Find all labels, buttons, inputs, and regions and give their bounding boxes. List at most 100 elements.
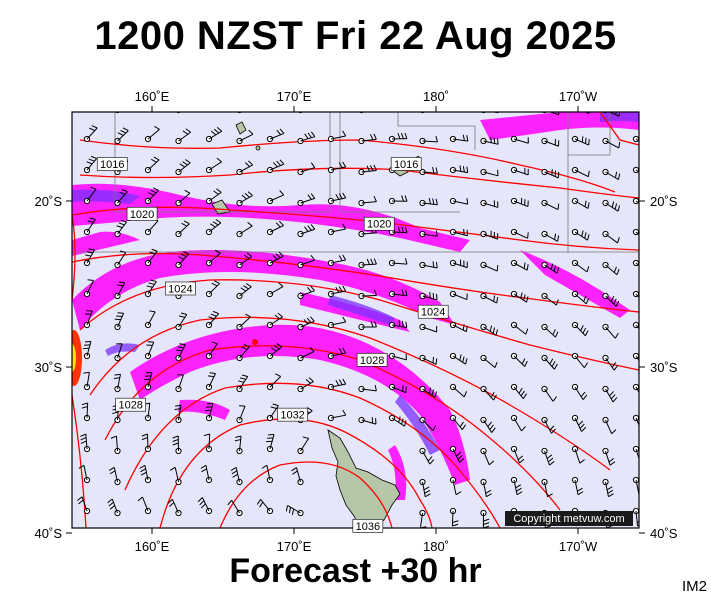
wind-barb: [328, 100, 345, 111]
wind-barb: [256, 499, 274, 515]
wind-barb: [388, 414, 407, 427]
wind-barb: [449, 197, 469, 205]
wind-barbs: [77, 97, 639, 528]
wind-barb: [358, 258, 377, 269]
wind-barb: [480, 199, 499, 208]
lon-tick-label-top: 160˚E: [135, 89, 170, 104]
wind-barb: [358, 289, 377, 300]
wind-barb: [144, 248, 158, 267]
wind-barb: [602, 323, 619, 339]
wind-barb: [419, 197, 438, 207]
wind-barb: [571, 166, 590, 178]
wind-barb: [205, 157, 222, 174]
wind-barb: [510, 445, 525, 464]
wind-barb: [419, 230, 438, 238]
chart-title: 1200 NZST Fri 22 Aug 2025: [94, 14, 617, 58]
wind-barb: [571, 228, 590, 241]
svg-text:1032: 1032: [280, 410, 304, 422]
wind-barb: [388, 352, 407, 361]
wind-barb: [113, 373, 121, 393]
wind-barb: [541, 261, 560, 274]
wind-barb: [266, 403, 279, 422]
lon-tick-label-top: 170˚E: [277, 89, 312, 104]
wind-barb: [115, 112, 120, 114]
wind-barb: [449, 445, 465, 463]
wind-barb: [236, 313, 251, 331]
wind-barb: [388, 289, 408, 298]
wind-barb: [114, 343, 123, 362]
wind-barb: [541, 385, 558, 402]
wind-barb: [114, 312, 125, 331]
wind-barb: [510, 166, 529, 176]
wind-barb: [541, 354, 558, 370]
wind-barb: [388, 258, 408, 267]
wind-barb: [266, 251, 284, 267]
wind-barb: [203, 433, 213, 453]
wind-barb: [206, 97, 222, 111]
wind-barb: [602, 137, 621, 149]
wind-barb: [541, 137, 560, 147]
isobar-label: 1016: [390, 157, 422, 171]
wind-barb: [114, 127, 129, 145]
wind-barb: [449, 476, 462, 496]
lat-tick-label-left: 40˚S: [35, 526, 63, 541]
wind-barb: [327, 130, 347, 143]
wind-barb: [175, 220, 190, 238]
wind-barb: [449, 134, 469, 143]
wind-barb: [541, 416, 556, 434]
wind-barb: [77, 496, 91, 515]
wind-barb: [480, 478, 492, 498]
wind-barb: [236, 374, 249, 393]
wind-barb: [541, 292, 559, 306]
wind-barb: [510, 135, 529, 144]
wind-barb: [480, 136, 499, 145]
isobar-label: 1032: [277, 407, 308, 422]
wind-barb: [83, 279, 94, 298]
wind-barb: [359, 112, 364, 114]
svg-text:1024: 1024: [168, 283, 192, 295]
wind-barb: [144, 156, 160, 174]
wind-barb: [419, 478, 431, 498]
wind-barb: [480, 168, 499, 177]
wind-barb: [236, 221, 253, 238]
wind-barb: [602, 261, 620, 276]
wind-barb: [83, 155, 98, 174]
wind-barb: [81, 402, 91, 422]
lat-tick-label-right: 30˚S: [650, 360, 678, 375]
wind-barb: [297, 131, 316, 145]
wind-barb: [449, 383, 468, 398]
wind-barb: [602, 447, 616, 466]
wind-barb: [358, 164, 377, 176]
lat-tick-label-left: 20˚S: [35, 194, 63, 209]
wind-barb: [419, 292, 438, 301]
wind-barb: [297, 377, 314, 393]
wind-barb: [388, 195, 408, 205]
wind-barb: [510, 228, 529, 239]
wind-barb: [541, 168, 560, 179]
wind-barb: [480, 230, 499, 240]
wind-barb: [571, 414, 587, 432]
wind-barb: [602, 478, 614, 498]
wind-barb: [571, 445, 585, 464]
wind-barb: [388, 132, 408, 143]
wind-barb: [632, 507, 639, 527]
wind-barb: [266, 343, 283, 360]
wind-barb: [175, 128, 191, 145]
wind-barb: [602, 230, 620, 244]
wind-barb: [114, 281, 126, 300]
isobar-label: 1028: [356, 353, 388, 367]
wind-barb: [78, 464, 91, 484]
wind-barb: [449, 352, 468, 365]
wind-barb: [266, 373, 282, 391]
wind-barb: [480, 416, 496, 433]
wind-barb: [83, 186, 97, 205]
svg-text:1028: 1028: [118, 400, 142, 412]
model-code: IM2: [682, 578, 708, 595]
wind-barb: [297, 224, 316, 238]
wind-barb: [297, 436, 310, 455]
wind-barb: [571, 135, 590, 146]
wind-barb: [230, 466, 243, 486]
wind-barb: [110, 435, 121, 455]
wind-barb: [571, 476, 584, 496]
wind-barb: [144, 125, 160, 143]
